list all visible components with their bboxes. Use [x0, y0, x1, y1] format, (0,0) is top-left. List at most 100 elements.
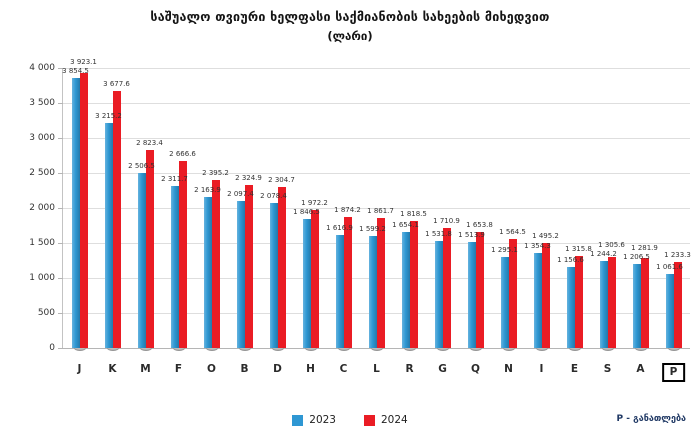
bar-base-dot [271, 345, 284, 351]
y-axis-tick [58, 278, 63, 279]
x-axis-label-K: K [108, 363, 117, 375]
bar-base-dot [535, 345, 548, 351]
value-label-2023: 2 311.7 [161, 175, 188, 184]
y-axis-label: 2 500 [29, 168, 55, 178]
value-label-2024: 3 923.1 [70, 58, 97, 67]
gridline [63, 208, 690, 209]
bar-2023 [434, 240, 443, 348]
value-label-2024: 1 818.5 [400, 209, 427, 218]
bar-base-dot [469, 345, 482, 351]
gridline [63, 103, 690, 104]
bar-2024 [376, 217, 385, 348]
bar-base-dot [304, 345, 317, 351]
x-axis-label-H: H [306, 363, 315, 375]
y-axis-label: 3 500 [29, 98, 55, 108]
gridline [63, 138, 690, 139]
x-axis-label-R: R [405, 363, 414, 375]
bar-base-dot [667, 345, 680, 351]
bar-2024 [475, 232, 484, 348]
value-label-2024: 1 564.5 [499, 227, 526, 236]
bar-2023 [599, 260, 608, 348]
plot-area: 0 500 1 000 1 500 2 000 2 500 3 000 3 500 4 000 … [29, 58, 691, 382]
value-label-2024: 2 395.2 [202, 169, 229, 178]
bar-2024 [607, 256, 616, 348]
legend-label-2023: 2023 [309, 414, 336, 426]
value-label-2024: 2 666.6 [169, 150, 196, 159]
value-label-2024: 3 677.6 [103, 79, 130, 88]
y-axis-tick [58, 348, 63, 349]
value-label-2024: 1 710.9 [433, 217, 460, 226]
bar-group: 1 654.1 1 818.5 R [392, 68, 427, 375]
bar-group: 3 215.2 3 677.6 K [95, 68, 130, 375]
value-label-2023: 1 156.6 [557, 256, 584, 265]
bar-base-dot [403, 345, 416, 351]
bar-2024 [574, 255, 583, 348]
y-axis-label: 0 [49, 343, 55, 353]
bar-base-dot [502, 345, 515, 351]
bar-2023 [500, 257, 509, 348]
value-label-2023: 1 616.9 [326, 223, 353, 232]
bar-base-dot [172, 345, 185, 351]
bar-group: 3 854.5 3 923.1 J [62, 58, 97, 375]
value-label-2024: 1 281.9 [631, 243, 658, 252]
bar-2023 [467, 242, 476, 348]
bar-2023 [665, 273, 674, 348]
bar-2023 [137, 172, 146, 348]
y-axis-label: 1 500 [29, 238, 55, 248]
value-label-2024: 1 305.6 [598, 240, 625, 249]
y-axis-label: 2 000 [29, 203, 55, 213]
value-label-2024: 1 653.8 [466, 221, 493, 230]
bar-base-dot [205, 345, 218, 351]
y-axis-tick [58, 208, 63, 209]
value-label-2024: 1 861.7 [367, 206, 394, 215]
bar-group: 1 295.1 1 564.5 N [491, 68, 526, 376]
bar-2024 [178, 161, 187, 348]
bar-2023 [368, 236, 377, 348]
legend-swatch-2023-icon [292, 414, 304, 426]
x-axis-label-L: L [373, 363, 380, 375]
bar-group: 1 599.2 1 861.7 L [359, 68, 394, 375]
x-axis-label-M: M [140, 363, 151, 375]
bar-group: 2 163.9 2 395.2 O [194, 68, 229, 375]
footnote: P - განათლება [616, 414, 686, 424]
value-label-2023: 1 354.3 [524, 242, 551, 251]
bar-2024 [277, 186, 286, 348]
bar-2023 [632, 263, 641, 348]
bar-group: 1 061.6 1 233.3 P [656, 68, 691, 382]
value-label-2023: 2 163.9 [194, 185, 221, 194]
y-axis-tick [58, 173, 63, 174]
bar-2023 [335, 234, 344, 348]
x-axis-label-J: J [77, 363, 82, 375]
y-axis-label: 4 000 [29, 63, 55, 73]
value-label-2023: 1 513.9 [458, 231, 485, 240]
x-axis-label-C: C [339, 363, 348, 375]
y-axis-label: 3 000 [29, 133, 55, 143]
x-axis-label-I: I [539, 363, 544, 375]
bar-group: 2 311.7 2 666.6 F [161, 68, 196, 375]
legend-item-2023: 2023 [292, 414, 336, 426]
bar-2023 [302, 218, 311, 348]
bar-2024 [244, 185, 253, 348]
bar-base-dot [568, 345, 581, 351]
bar-2024 [541, 243, 550, 348]
bar-base-dot [73, 345, 86, 351]
value-label-2023: 1 061.6 [656, 262, 683, 271]
bar-2023 [566, 267, 575, 348]
chart-title: საშუალო თვიური ხელფასი საქმიანობის სახეე… [150, 9, 550, 24]
value-label-2023: 3 215.2 [95, 111, 122, 120]
value-label-2023: 1 846.5 [293, 207, 320, 216]
bar-base-dot [337, 345, 350, 351]
x-axis-label-E: E [570, 363, 579, 375]
bar-group: 1 616.9 1 874.2 C [326, 68, 361, 375]
bar-base-dot [634, 345, 647, 351]
bar-2024 [211, 180, 220, 348]
value-label-2023: 2 097.4 [227, 190, 254, 199]
bar-2024 [145, 150, 154, 348]
bar-group: 1 206.5 1 281.9 A [623, 68, 658, 375]
x-axis-label-N: N [504, 363, 513, 375]
bar-2023 [269, 202, 278, 348]
value-label-2024: 1 874.2 [334, 205, 361, 214]
value-label-2024: 1 972.2 [301, 198, 328, 207]
bar-2024 [409, 220, 418, 348]
x-axis-label-Q: Q [471, 363, 480, 375]
